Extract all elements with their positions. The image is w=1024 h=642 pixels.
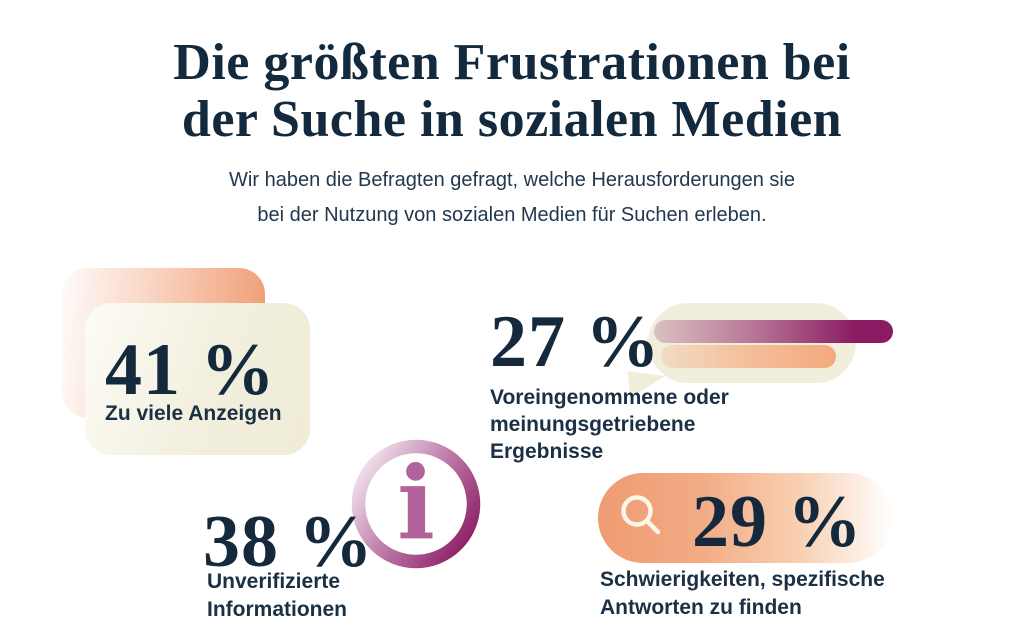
stat-value-hard-to-find-answers: 29 % [692, 481, 863, 563]
page-subtitle: Wir haben die Befragten gefragt, welche … [0, 163, 1024, 233]
page-subtitle-line-1: Wir haben die Befragten gefragt, welche … [229, 169, 795, 191]
page-subtitle-line-2: bei der Nutzung von sozialen Medien für … [257, 204, 767, 226]
magnifier-icon [621, 495, 661, 535]
peach-bar-icon [661, 345, 836, 368]
info-i-glyph: i [397, 444, 435, 562]
stat-label-biased-results: Voreingenommene oder meinungsgetriebene … [490, 386, 729, 463]
page-title-line-2: der Suche in sozialen Medien [181, 91, 843, 148]
speech-bubble-icon [648, 303, 856, 383]
stat-value-unverified-information: 38 % [203, 501, 374, 583]
magenta-bar-icon [654, 320, 893, 343]
stat-label-hard-to-find-answers: Schwierigkeiten, spezifische Antworten z… [600, 568, 885, 619]
stat-label-too-many-ads: Zu viele Anzeigen [105, 402, 282, 425]
page-title: Die größten Frustrationen bei der Suche … [0, 34, 1024, 148]
info-circle-icon: i [351, 439, 481, 569]
stat-value-biased-results: 27 % [490, 301, 661, 383]
stat-label-unverified-information: Unverifizierte Informationen [207, 570, 347, 621]
stat-value-too-many-ads: 41 % [105, 329, 276, 411]
ad-stat-card [85, 303, 310, 455]
page-title-line-1: Die größten Frustrationen bei [173, 34, 851, 91]
